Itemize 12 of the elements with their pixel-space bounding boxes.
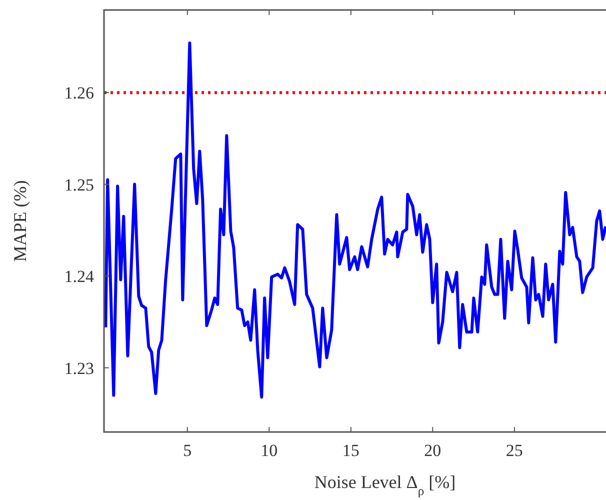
y-tick-label: 1.26 xyxy=(64,84,94,103)
x-tick-label: 25 xyxy=(506,441,523,460)
x-axis-title: Noise Level Δ$_{ρ}$ [%] xyxy=(314,472,456,498)
x-tick-label: 5 xyxy=(183,441,192,460)
x-tick-label: 10 xyxy=(260,441,278,460)
line-series xyxy=(104,42,606,399)
x-tick-label: 20 xyxy=(424,441,442,460)
y-tick-label: 1.23 xyxy=(64,358,94,378)
y-axis-title: MAPE (%) xyxy=(10,180,30,262)
y-tick-label: 1.25 xyxy=(64,175,94,194)
x-tick-label: 15 xyxy=(342,441,360,460)
y-tick-label: 1.24 xyxy=(64,267,94,286)
